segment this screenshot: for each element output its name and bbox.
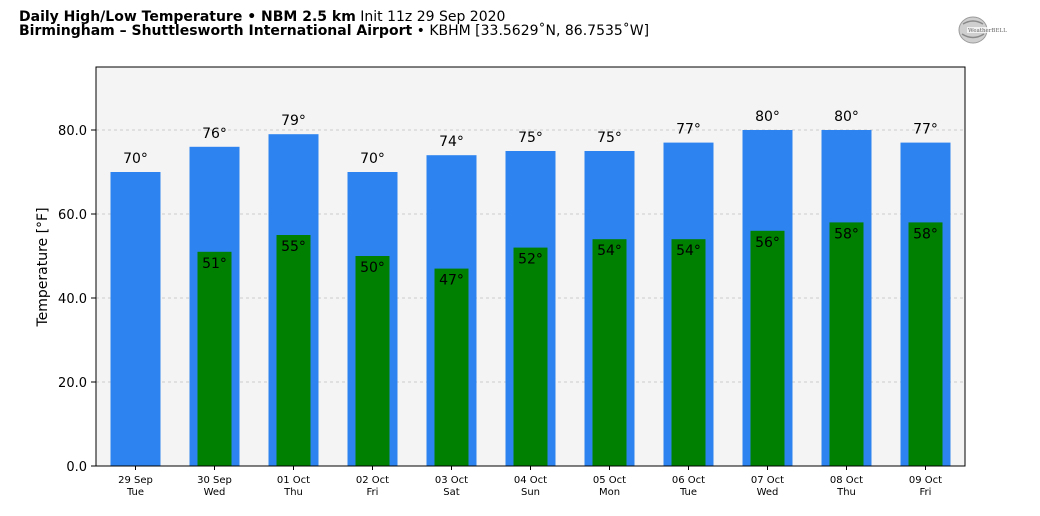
high-label: 79° (281, 113, 306, 129)
high-label: 77° (676, 122, 701, 138)
low-label: 51° (202, 256, 227, 272)
chart-title-line: Daily High/Low Temperature • NBM 2.5 km … (19, 9, 505, 25)
data-labels: 70° 76° 51° 79° 55° 70° 50° 74° 47° 75° 52° 75° 54° 7… (123, 109, 938, 289)
high-label: 75° (597, 130, 622, 146)
high-label: 80° (755, 109, 780, 125)
location-name: Birmingham – Shuttlesworth International… (19, 23, 413, 39)
low-bar (434, 268, 469, 466)
location-line: Birmingham – Shuttlesworth International… (19, 23, 649, 39)
x-tick-date: 30 Sep (197, 475, 232, 486)
low-bar (671, 239, 706, 466)
x-tick-date: 05 Oct (593, 475, 626, 486)
high-bar (110, 172, 161, 466)
logo-text: WeatherBELL (968, 28, 1007, 34)
x-tick-day: Thu (283, 487, 303, 498)
high-label: 76° (202, 126, 227, 142)
low-label: 54° (676, 243, 701, 259)
y-tick-label: 60.0 (58, 208, 87, 223)
low-bar (592, 239, 627, 466)
x-tick-day: Wed (204, 487, 226, 498)
low-label: 55° (281, 239, 306, 255)
y-tick-label: 20.0 (58, 376, 87, 391)
high-label: 77° (913, 122, 938, 138)
station-coordinates: • KBHM [33.5629˚N, 86.7535˚W] (416, 23, 650, 39)
low-bar (197, 251, 232, 466)
x-tick-day: Fri (920, 487, 932, 498)
low-bar (908, 222, 943, 466)
low-label: 50° (360, 260, 385, 276)
x-tick-date: 08 Oct (830, 475, 863, 486)
x-tick-date: 29 Sep (118, 475, 153, 486)
high-label: 70° (123, 151, 148, 167)
low-bar (750, 230, 785, 466)
x-tick-day: Tue (126, 487, 144, 498)
low-label: 58° (834, 226, 859, 242)
chart-title: Daily High/Low Temperature • NBM 2.5 km (19, 9, 356, 25)
x-tick-day: Tue (679, 487, 697, 498)
low-label: 58° (913, 226, 938, 242)
x-tick-date: 04 Oct (514, 475, 547, 486)
x-tick-day: Sun (521, 487, 540, 498)
low-label: 54° (597, 243, 622, 259)
x-tick-day: Thu (836, 487, 856, 498)
high-label: 70° (360, 151, 385, 167)
high-label: 80° (834, 109, 859, 125)
x-tick-date: 03 Oct (435, 475, 468, 486)
y-tick-label: 0.0 (66, 460, 87, 475)
x-tick-date: 01 Oct (277, 475, 310, 486)
x-tick-day: Sat (443, 487, 459, 498)
high-label: 74° (439, 134, 464, 150)
x-tick-day: Wed (757, 487, 779, 498)
x-tick-date: 02 Oct (356, 475, 389, 486)
y-tick-label: 40.0 (58, 292, 87, 307)
x-tick-date: 09 Oct (909, 475, 942, 486)
y-axis: 0.0 20.0 40.0 60.0 80.0 (58, 124, 96, 475)
low-label: 56° (755, 235, 780, 251)
low-bar (276, 235, 311, 466)
y-axis-label: Temperature [°F] (35, 207, 51, 327)
low-label: 52° (518, 252, 543, 268)
x-tick-date: 06 Oct (672, 475, 705, 486)
y-tick-label: 80.0 (58, 124, 87, 139)
low-label: 47° (439, 273, 464, 289)
high-label: 75° (518, 130, 543, 146)
low-bar (355, 256, 390, 466)
low-bar (513, 247, 548, 466)
init-time: Init 11z 29 Sep 2020 (360, 9, 506, 25)
low-temperature-bars (197, 222, 943, 466)
x-tick-day: Mon (599, 487, 620, 498)
weatherbell-logo-icon: WeatherBELL (957, 14, 1017, 46)
x-tick-date: 07 Oct (751, 475, 784, 486)
low-bar (829, 222, 864, 466)
x-tick-day: Fri (367, 487, 379, 498)
